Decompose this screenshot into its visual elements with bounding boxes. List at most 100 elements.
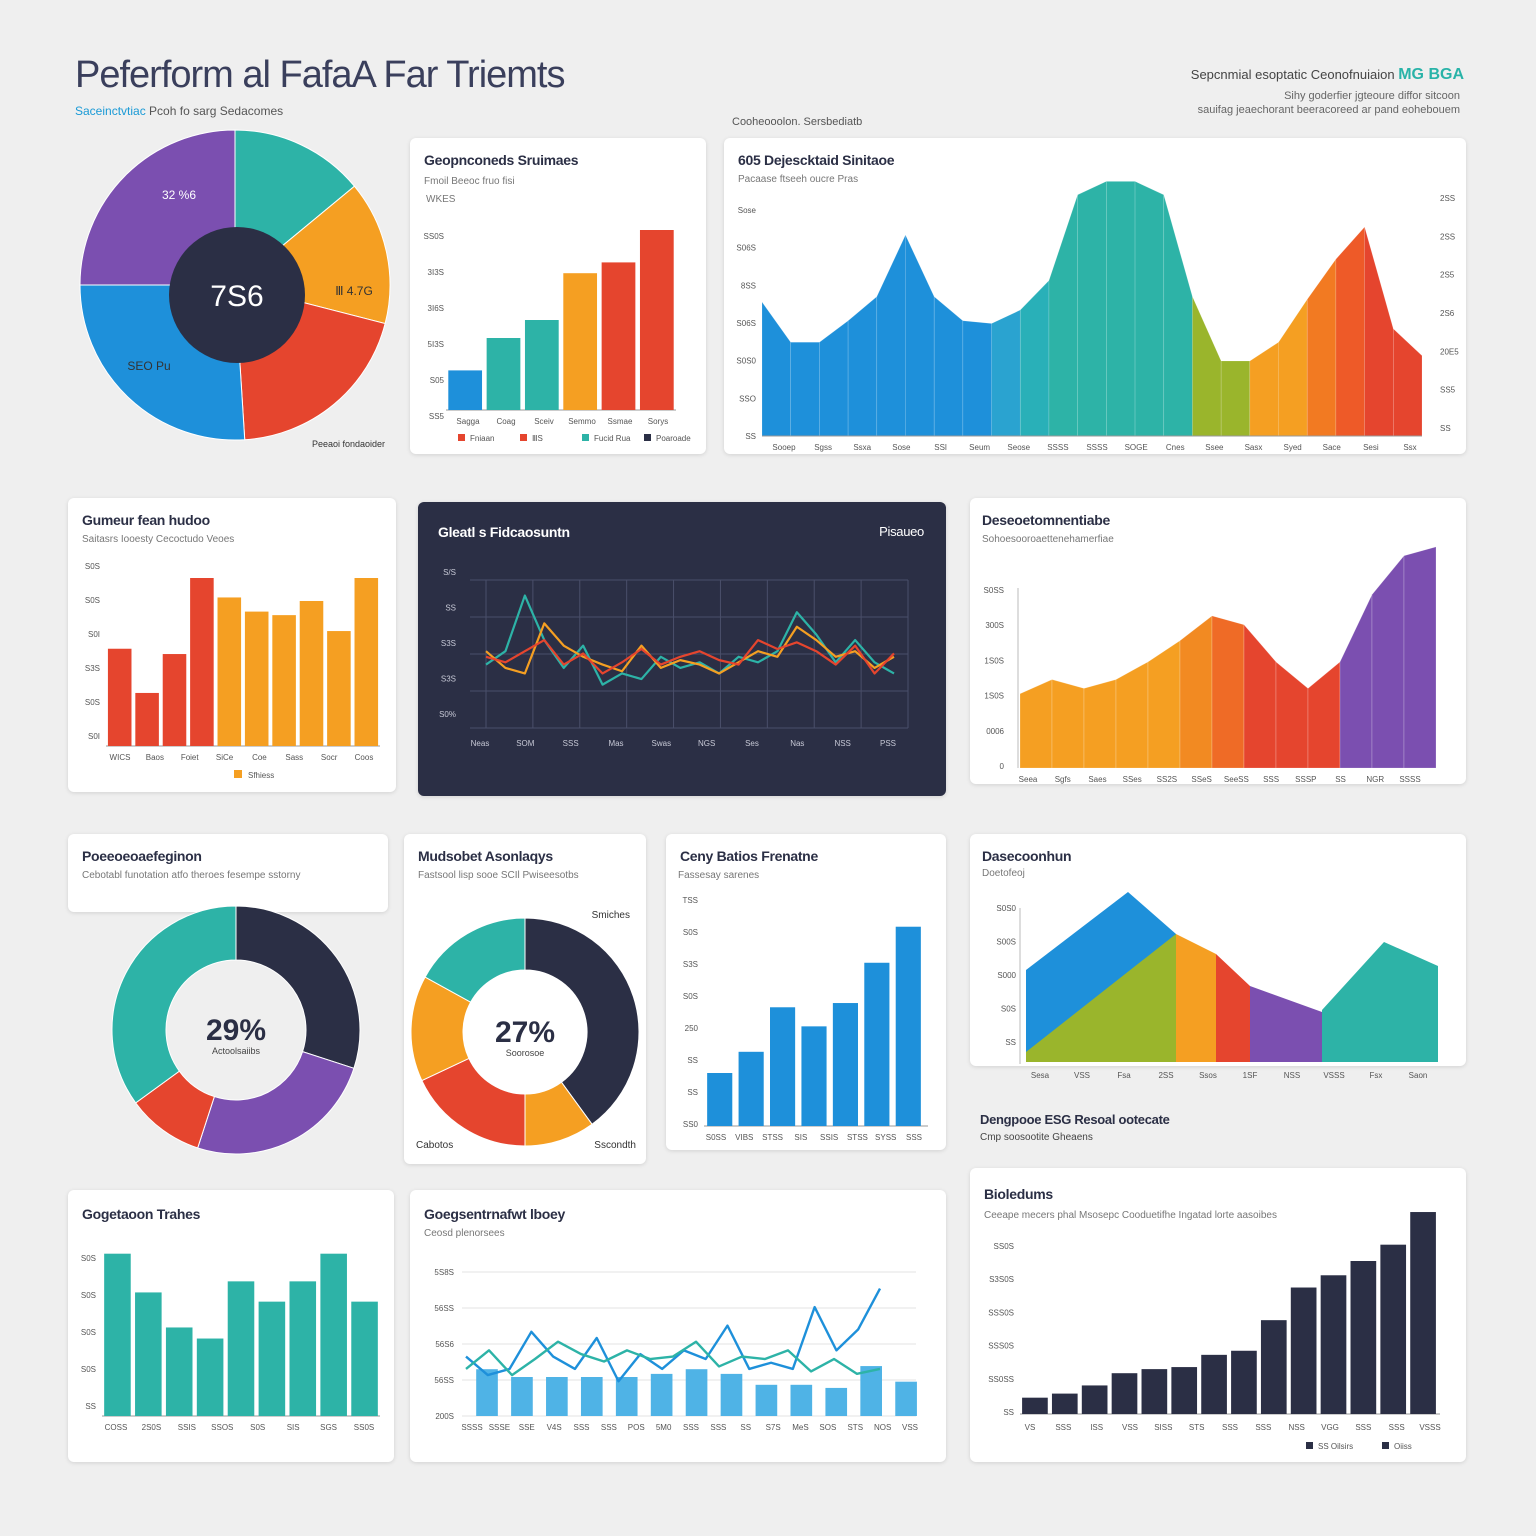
bar-top-legend-swatch-3 — [644, 434, 651, 441]
card-subtitle: Fmoil Beeoc fruo fisi — [424, 176, 515, 187]
bar-top-legend-3: Poaroade — [656, 434, 691, 443]
caption-right: Sscondth — [594, 1140, 636, 1151]
card-subtitle: Cebotabl funotation atfo theroes fesempe… — [82, 870, 301, 881]
area-br-ytick-0: S0S0 — [996, 904, 1016, 913]
header-right-label: Sepcnmial esoptatic Ceonofnuiaion MG BGA — [1191, 66, 1464, 84]
bar-mid-legend: Sfhiess — [248, 771, 274, 780]
area-br-orange — [1176, 934, 1216, 1062]
combo-ytick-1: 56SS — [434, 1304, 454, 1313]
card-title: Bioledums — [984, 1186, 1053, 1202]
bar-bl-xtick-3: SSOS — [211, 1423, 233, 1432]
bar-top-xtick-2: Sceiv — [534, 417, 554, 426]
combo-xtick-6: POS — [628, 1423, 645, 1432]
combo-xtick-4: SSS — [573, 1423, 589, 1432]
bar-mid-bar-5 — [244, 611, 269, 746]
bar-br-xtick-10: SSS — [1355, 1423, 1371, 1432]
bar-bm-xtick-7: SSS — [906, 1133, 922, 1142]
bar-bl-bar-3 — [196, 1338, 224, 1416]
card-subtitle: Saitasrs Iooesty Cecoctudo Veoes — [82, 534, 235, 545]
bar-bm-bar-4 — [832, 1003, 858, 1126]
bar-top-bar-0 — [448, 370, 483, 410]
bar-top-bar-5 — [639, 230, 674, 410]
bar-mid-ytick-1: S0S — [85, 596, 100, 605]
bar-bm-ytick-0: TSS — [682, 896, 698, 905]
area-br-ytick-3: S0S — [1001, 1005, 1016, 1014]
area-top-right-ytick-1: 2SS — [1440, 232, 1455, 241]
bar-bl-bar-0 — [104, 1253, 131, 1416]
page-subtitle: Saceinctvtiac Pcoh fo sarg Sedacomes — [75, 104, 283, 118]
combo-bar-4 — [615, 1377, 638, 1416]
bar-bl-bar-1 — [135, 1292, 162, 1416]
combo-xtick-1: SSSE — [489, 1423, 510, 1432]
area-top-seg-5 — [905, 234, 935, 437]
bar-br-bar-11 — [1350, 1261, 1377, 1414]
bar-br-xtick-1: SSS — [1055, 1423, 1071, 1432]
area-mid-ytick-4: 0006 — [986, 727, 1004, 736]
bar-br-legend-0: SS Oilsirs — [1318, 1442, 1353, 1451]
bar-br-ytick-5: SS — [1003, 1408, 1014, 1417]
card-area-mid-right: Deseoetomnentiabe Sohoesooroaettenehamer… — [970, 498, 1466, 784]
area-top-right-ytick-5: SS5 — [1440, 386, 1456, 395]
area-mid-xtick-8: SSSP — [1295, 775, 1316, 784]
bar-top-legend-swatch-2 — [582, 434, 589, 441]
bar-bl-xtick-7: SS0S — [354, 1423, 374, 1432]
area-mid-xtick-7: SSS — [1263, 775, 1279, 784]
combo-ytick-3: 56SS — [434, 1376, 454, 1385]
combo-xtick-14: STS — [847, 1423, 863, 1432]
area-top-right-ytick-2: 2S5 — [1440, 271, 1455, 280]
area-br-xtick-5: 1SF — [1243, 1071, 1258, 1080]
bar-bm-bar-0 — [707, 1073, 733, 1126]
area-mid-seg-4 — [1147, 640, 1181, 769]
card-subtitle: Sohoesooroaettenehamerfiae — [982, 534, 1114, 545]
area-mid-xtick-10: NGR — [1366, 775, 1384, 784]
card-bar-bottom-left: Gogetaoon Trahes S0S S0S S0S S0S SS COSS 2S0S S… — [68, 1190, 394, 1462]
bar-mid-xtick-7: Coos — [355, 753, 374, 762]
bar-bm-ytick-1: S0S — [683, 928, 698, 937]
area-mid-xtick-6: SeeSS — [1224, 775, 1249, 784]
area-top-xtick-15: Sesi — [1363, 443, 1379, 452]
bar-br-legend-1: Oiiss — [1394, 1442, 1412, 1451]
bar-bl-xtick-0: COSS — [105, 1423, 128, 1432]
area-top-seg-17 — [1249, 341, 1279, 437]
area-mid-seg-2 — [1083, 679, 1117, 769]
bar-br-bar-6 — [1201, 1354, 1227, 1414]
area-br-green — [1026, 934, 1176, 1062]
area-br-ytick-2: S000 — [997, 971, 1016, 980]
bar-bm-ytick-6: SS — [687, 1088, 698, 1097]
area-top-right-ytick-6: SS — [1440, 424, 1451, 433]
bar-mid-xtick-5: Sass — [285, 753, 303, 762]
pie-top-label-2: SEO Pu — [127, 359, 170, 373]
area-top-svg: Sose S06S 8SS S06S S0S0 SSO SS 2SS 2SS 2S5 2S6 20E5… — [736, 180, 1459, 452]
card-area-top: 605 Dejescktaid Sinitaoe Pacaase ftseeh … — [724, 138, 1466, 454]
area-mid-seg-1 — [1051, 679, 1085, 769]
bar-br-bar-5 — [1171, 1367, 1198, 1414]
donut-mid-slice-0 — [524, 917, 640, 1125]
area-top-seg-14 — [1163, 194, 1193, 437]
area-mid-xtick-3: SSes — [1123, 775, 1142, 784]
bar-mid-svg: S0S S0S S0I S3S S0S S0I WICS Baos Foiet SiCe Coe Sa… — [85, 562, 380, 780]
bar-top-legend-swatch-0 — [458, 434, 465, 441]
bar-top-legend-swatch-1 — [520, 434, 527, 441]
bar-top-legend-0: Fniaan — [470, 434, 494, 443]
bar-bm-ytick-3: S0S — [683, 992, 698, 1001]
area-mid-xtick-2: Saes — [1088, 775, 1106, 784]
pie-top-svg: 7S6 32 %6 Ⅲ 4.7G SEO Pu Peeaoi fondaoider — [79, 129, 391, 449]
combo-bar-6 — [685, 1369, 708, 1416]
bar-br-ytick-2: SSS0S — [988, 1308, 1014, 1317]
area-top-seg-2 — [819, 320, 849, 437]
card-subtitle: Pacaase ftseeh oucre Pras — [738, 174, 859, 185]
bar-bl-ytick-3: S0S — [81, 1365, 96, 1374]
page-title: Peferform al FafaA Far Triemts — [75, 54, 565, 96]
bar-br-legend-swatch-1 — [1382, 1442, 1389, 1449]
area-top-xtick-1: Sgss — [814, 443, 832, 452]
bar-top-xtick-1: Coag — [496, 417, 515, 426]
line-dark-series-2 — [485, 638, 895, 675]
bar-mid-bar-7 — [299, 600, 324, 746]
line-dark-svg: S/S SS S3S S3S S0% Neas SOM SSS Mas Swas NGS Ses Nas… — [439, 568, 909, 748]
bar-br-bar-9 — [1290, 1287, 1317, 1414]
area-bottom-right-svg: S0S0 S00S S000 S0S SS Sesa VSS Fsa 2SS Ssos 1SF NSS… — [996, 892, 1438, 1080]
area-top-seg-10 — [1048, 194, 1078, 437]
area-top-seg-0 — [761, 301, 791, 437]
bar-bottom-right-svg: SS0S S3S0S SSS0S SSS0S SS0SS SS VS SSS ISS VSS SIS… — [988, 1212, 1441, 1451]
area-top-seg-11 — [1077, 180, 1107, 437]
